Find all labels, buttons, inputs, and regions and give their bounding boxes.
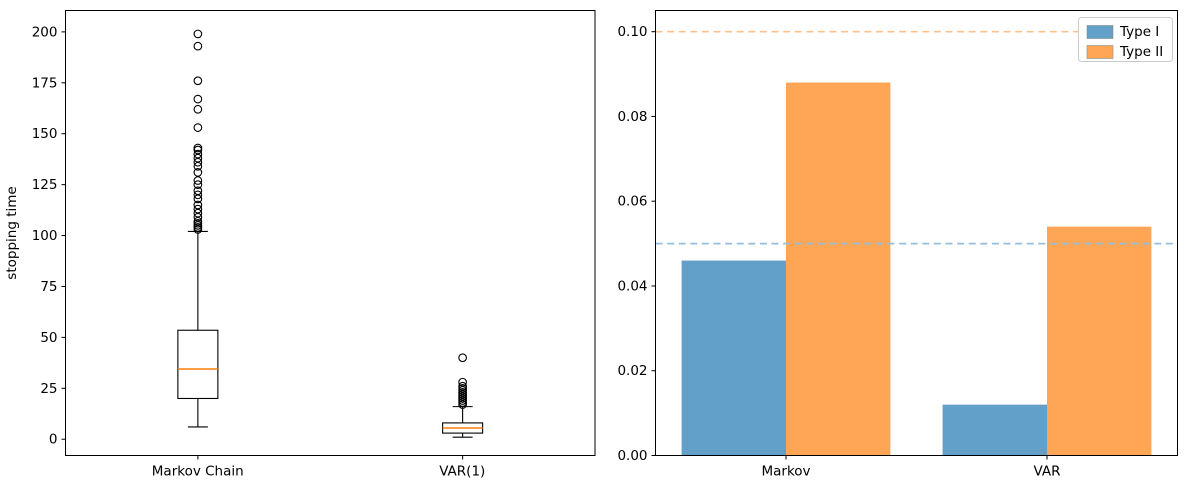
left-y-tick-label: 0 xyxy=(49,432,58,448)
right-y-tick-label: 0.04 xyxy=(617,278,647,294)
outlier-point xyxy=(193,204,203,214)
left-y-tick-label: 150 xyxy=(32,126,58,142)
bar-var-type-ii xyxy=(1047,226,1152,456)
outlier-point xyxy=(193,200,203,210)
bar-var-type-i xyxy=(942,404,1047,456)
legend-label-type-i: Type I xyxy=(1119,24,1159,40)
outlier-point xyxy=(193,29,203,39)
right-y-tick-label: 0.10 xyxy=(617,24,647,40)
right-y-tick-label: 0.08 xyxy=(617,109,647,125)
chart-render-layer: 0 25 50 75 100 125 150 175 200 0.00 0.02 0.04 0.06 0.… xyxy=(32,10,1178,464)
right-y-tick-label: 0.02 xyxy=(617,363,647,379)
bar-markov-type-i xyxy=(681,260,786,456)
left-y-tick-label: 100 xyxy=(32,228,58,244)
left-y-tick-label: 200 xyxy=(32,24,58,40)
legend xyxy=(1078,17,1173,62)
outlier-point xyxy=(193,180,203,189)
right-y-tick-label: 0.00 xyxy=(617,448,647,464)
boxplot-panel-background xyxy=(65,10,595,456)
outlier-point xyxy=(458,381,467,391)
bar-markov-type-ii xyxy=(786,82,891,456)
left-y-tick-label: 125 xyxy=(32,177,58,193)
bar-panel-frame xyxy=(655,10,1178,456)
outlier-point xyxy=(193,149,203,159)
outlier-point xyxy=(193,123,203,132)
left-y-tick-label: 75 xyxy=(40,279,57,295)
right-x-tick-label-var: VAR xyxy=(1034,464,1061,480)
legend-label-type-ii: Type II xyxy=(1119,44,1163,60)
outlier-point xyxy=(193,41,203,51)
legend-swatch-type-ii xyxy=(1086,45,1114,59)
left-x-tick-label-var1: VAR(1) xyxy=(439,464,485,480)
outlier-point xyxy=(193,104,203,114)
outlier-point xyxy=(193,76,203,86)
legend-swatch-type-i xyxy=(1086,25,1114,39)
iqr-box xyxy=(177,329,219,400)
box-var-1- xyxy=(442,353,484,438)
left-y-tick-label: 175 xyxy=(32,75,58,91)
box-markov-chain xyxy=(177,29,219,428)
left-x-tick-label-markov-chain: Markov Chain xyxy=(152,464,244,480)
outlier-point xyxy=(458,353,467,363)
right-y-tick-label: 0.06 xyxy=(617,194,647,210)
outlier-point xyxy=(193,94,203,104)
outlier-point xyxy=(193,190,203,200)
outlier-point xyxy=(458,377,467,387)
outlier-point xyxy=(193,186,203,196)
boxplot-panel-frame xyxy=(65,10,596,456)
right-x-tick-label-markov: Markov xyxy=(761,464,810,480)
outlier-point xyxy=(193,168,203,177)
left-y-tick-label: 50 xyxy=(40,330,57,346)
left-y-tick-label: 25 xyxy=(40,381,57,397)
left-y-axis-label: stopping time xyxy=(4,186,20,279)
outlier-point xyxy=(193,143,203,153)
